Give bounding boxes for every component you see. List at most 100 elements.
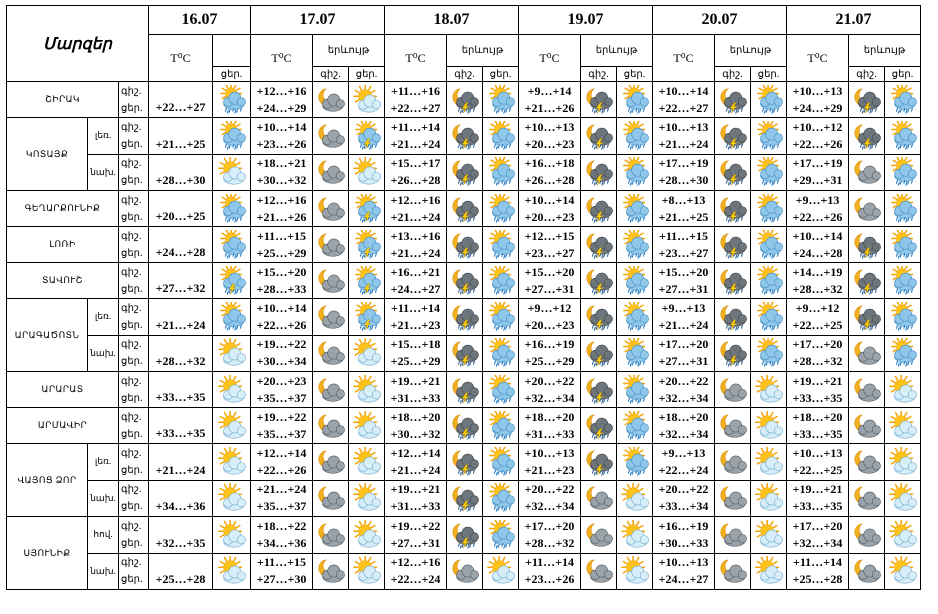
sun-cloud-rain-icon [890, 265, 917, 295]
temp-day: +28…+32 [792, 281, 843, 296]
temp-range: +10…+14 +22…+27 [652, 81, 715, 118]
region-name: ԼՈՌԻ [6, 226, 119, 263]
sun-cloud-icon [217, 556, 246, 584]
temp-range: +10…+12 +22…+26 [786, 117, 849, 155]
temp-range: +9…+13 +22…+26 [786, 190, 849, 227]
day-subheader: ցեր. [482, 66, 519, 82]
temp-night: +20…+22 [658, 482, 709, 497]
moon-storm-icon [452, 413, 479, 440]
weather-night [446, 334, 483, 372]
day-label: ցեր. [121, 464, 143, 476]
temp-range: +20…+22 +32…+34 [518, 479, 581, 517]
sun-cloud-icon [888, 519, 917, 548]
moon-storm-icon [452, 341, 479, 367]
sun-cloud-icon [217, 338, 246, 366]
date-header: 21.07 [786, 5, 921, 35]
temp-night: +10…+13 [524, 119, 575, 134]
sun-cloud-rain-icon [488, 338, 515, 367]
weather-day [616, 117, 653, 155]
weather-night [580, 479, 617, 517]
region-name: ՇԻՐԱԿ [6, 81, 119, 118]
temp-night: +15…+20 [658, 264, 709, 279]
temp-header: T⁰C [786, 34, 849, 82]
weather-day [750, 226, 787, 263]
weather-day [750, 334, 787, 372]
zone-label: լեռ. [88, 445, 118, 481]
sun-cloud-icon [754, 556, 783, 584]
weather-day [884, 153, 921, 191]
temp-night: +19…+21 [390, 373, 441, 388]
moon-cloud-icon [854, 486, 881, 510]
temp-night: +11…+14 [390, 119, 440, 134]
day-subheader: ցեր. [750, 66, 787, 82]
temp-day-16: +32…+35 [148, 516, 213, 554]
temp-range: +20…+22 +32…+34 [518, 371, 581, 408]
temp-day: +31…+33 [390, 390, 441, 405]
weather-night [446, 479, 483, 517]
temp-day: +32…+34 [524, 390, 575, 405]
temp-night: +19…+21 [792, 373, 843, 388]
temp-day: +24…+29 [792, 100, 843, 115]
night-label: գիշ. [121, 194, 142, 206]
sun-cloud-icon [888, 446, 917, 475]
weather-day [884, 81, 921, 118]
weather-night [580, 371, 617, 408]
temp-range: +18…+20 +30…+32 [384, 407, 447, 444]
temp-night: +9…+13 [661, 445, 706, 460]
weather-day-16 [212, 117, 251, 155]
weather-day [348, 443, 385, 481]
sun-cloud-rain-icon [622, 157, 649, 186]
moon-cloud-icon [318, 124, 345, 148]
temp-day-16: +21…+24 [148, 443, 213, 481]
temp-range: +19…+22 +30…+34 [250, 334, 313, 372]
moon-storm-icon [452, 486, 479, 512]
moon-storm-icon [452, 268, 479, 295]
temp-range: +10…+14 +20…+23 [518, 190, 581, 227]
temp-day: +21…+24 [658, 317, 709, 332]
moon-cloud-icon [318, 232, 345, 257]
weather-day [482, 298, 519, 336]
weather-day [482, 479, 519, 517]
moon-storm-icon [720, 268, 747, 295]
sun-cloud-rain-icon [890, 193, 917, 223]
table-row: ՍՅՈՒՆԻՔ հով. նախ. գիշ. ցեր. +32…+35 +18…+2… [6, 516, 921, 590]
night-label: գիշ. [121, 266, 142, 278]
sun-cloud-rain-icon [488, 229, 515, 259]
weather-header: երևույթ [446, 34, 519, 67]
temp-day-16: +21…+24 [148, 298, 213, 336]
moon-storm-icon [452, 196, 479, 223]
weather-night [580, 153, 617, 191]
date-header: 17.07 [250, 5, 385, 35]
moon-storm-icon [720, 341, 747, 367]
temp-day: +21…+24 [390, 209, 441, 224]
temp-night: +18…+20 [524, 409, 575, 424]
temp-night: +17…+20 [658, 337, 709, 352]
temp-range: +12…+14 +21…+24 [384, 443, 447, 481]
moon-cloud-icon [720, 450, 747, 474]
temp-night: +11…+14 [524, 555, 574, 570]
temp-range: +15…+20 +27…+31 [518, 262, 581, 299]
region-name: ԳԵՂԱՐՔՈՒՆԻՔ [6, 190, 119, 227]
region-cell: ՍՅՈՒՆԻՔ հով. նախ. [6, 516, 119, 590]
temp-night: +11…+16 [390, 83, 440, 98]
weather-day [884, 552, 921, 590]
temp-day: +25…+29 [524, 354, 575, 369]
sun-cloud-icon [754, 519, 783, 548]
weather-day [884, 334, 921, 372]
weather-night [580, 262, 617, 299]
temp-range: +11…+14 +21…+23 [384, 298, 447, 336]
temp-night: +12…+16 [390, 555, 441, 570]
temp-day: +28…+30 [658, 173, 709, 188]
row-labels: գիշ. ցեր. [118, 153, 149, 191]
sun-cloud-rain-icon [622, 120, 649, 150]
temp-header: T⁰C [652, 34, 715, 82]
weather-day [616, 81, 653, 118]
moon-cloud-icon [318, 160, 345, 184]
weather-night [446, 117, 483, 155]
day-subheader: ցեր. [212, 66, 251, 82]
weather-night [848, 190, 885, 227]
weather-day [348, 190, 385, 227]
weather-night [848, 443, 885, 481]
zone-label: նախ. [90, 492, 116, 503]
temp-day-16: +22…+27 [148, 81, 213, 118]
